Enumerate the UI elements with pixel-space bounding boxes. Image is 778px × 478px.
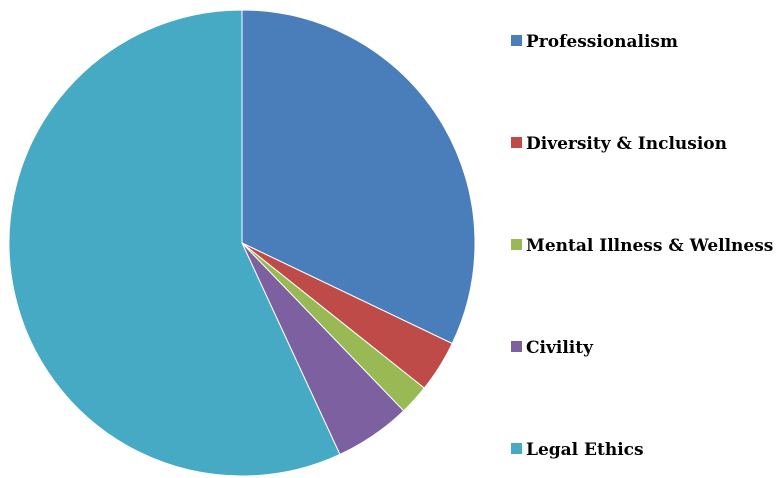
pie-slice-legal-ethics bbox=[8, 9, 341, 477]
legend-item-professionalism: Professionalism bbox=[511, 32, 678, 52]
legend-label: Mental Illness & Wellness bbox=[526, 236, 773, 256]
legend-label: Diversity & Inclusion bbox=[526, 134, 727, 154]
legend-item-diversity-inclusion: Diversity & Inclusion bbox=[511, 134, 727, 154]
legend-item-legal-ethics: Legal Ethics bbox=[511, 440, 644, 460]
legend: Professionalism Diversity & Inclusion Ment… bbox=[511, 32, 773, 460]
legend-item-civility: Civility bbox=[511, 338, 594, 358]
legend-item-mental-illness-wellness: Mental Illness & Wellness bbox=[511, 236, 773, 256]
legend-swatch bbox=[511, 443, 522, 454]
pie-slice-professionalism bbox=[241, 9, 476, 345]
legend-swatch bbox=[511, 35, 522, 46]
legend-label: Legal Ethics bbox=[526, 440, 644, 460]
legend-label: Civility bbox=[526, 338, 594, 358]
legend-swatch bbox=[511, 341, 522, 352]
legend-label: Professionalism bbox=[526, 32, 678, 52]
legend-swatch bbox=[511, 239, 522, 250]
pie-slices bbox=[8, 9, 476, 477]
legend-swatch bbox=[511, 137, 522, 148]
